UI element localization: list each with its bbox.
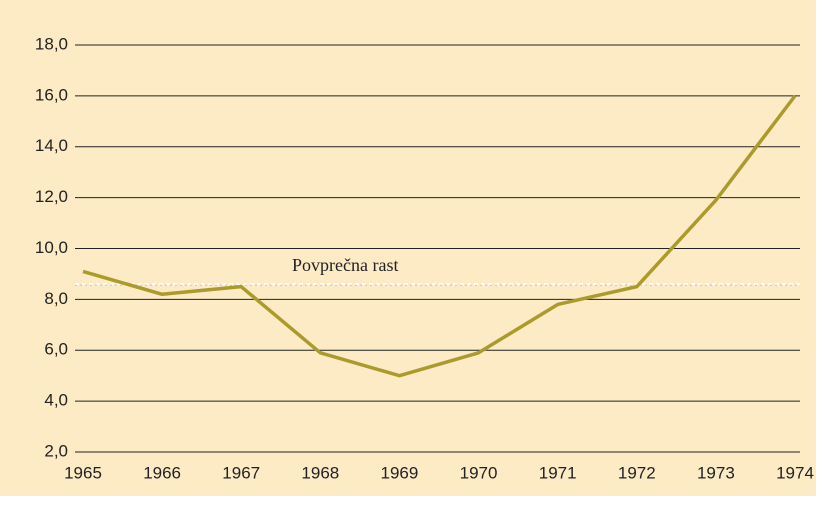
y-tick-label: 18,0 <box>35 34 68 53</box>
x-tick-label: 1967 <box>222 463 260 482</box>
y-tick-label: 16,0 <box>35 85 68 104</box>
y-tick-label: 2,0 <box>44 441 68 460</box>
y-tick-label: 12,0 <box>35 187 68 206</box>
x-tick-label: 1971 <box>539 463 577 482</box>
average-label: Povprečna rast <box>292 255 398 275</box>
y-tick-label: 14,0 <box>35 136 68 155</box>
y-tick-label: 4,0 <box>44 391 68 410</box>
x-tick-label: 1969 <box>381 463 419 482</box>
y-tick-label: 10,0 <box>35 238 68 257</box>
x-tick-label: 1968 <box>301 463 339 482</box>
x-tick-label: 1972 <box>618 463 656 482</box>
x-tick-label: 1970 <box>460 463 498 482</box>
x-tick-label: 1974 <box>776 463 814 482</box>
x-tick-label: 1965 <box>64 463 102 482</box>
y-tick-label: 8,0 <box>44 289 68 308</box>
data-line <box>82 94 797 378</box>
x-tick-label: 1966 <box>143 463 181 482</box>
y-tick-label: 6,0 <box>44 340 68 359</box>
x-tick-label: 1973 <box>697 463 735 482</box>
